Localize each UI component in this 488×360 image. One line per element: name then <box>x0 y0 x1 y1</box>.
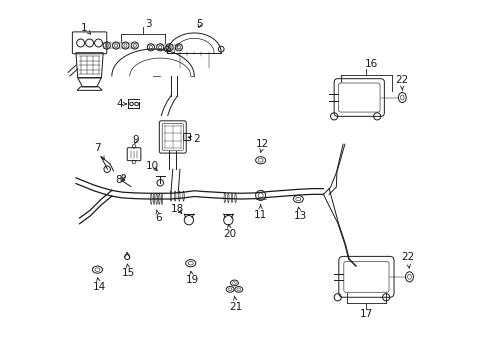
Text: 4: 4 <box>117 99 126 109</box>
Text: 15: 15 <box>122 264 135 278</box>
Text: 2: 2 <box>188 134 199 144</box>
Text: 3: 3 <box>144 19 151 29</box>
Text: 8: 8 <box>115 175 124 185</box>
Text: 19: 19 <box>185 271 199 285</box>
Text: 20: 20 <box>223 225 236 239</box>
Text: 17: 17 <box>359 309 372 319</box>
Text: 11: 11 <box>253 204 267 220</box>
Text: 13: 13 <box>293 207 306 221</box>
Text: 9: 9 <box>132 135 139 145</box>
Text: 7: 7 <box>94 143 104 159</box>
Text: 21: 21 <box>229 296 243 312</box>
Text: 16: 16 <box>365 59 378 69</box>
Text: 6: 6 <box>155 210 162 222</box>
Text: 10: 10 <box>145 161 159 171</box>
Text: 18: 18 <box>170 204 183 215</box>
Text: 14: 14 <box>92 278 106 292</box>
Text: 22: 22 <box>400 252 413 268</box>
Text: 22: 22 <box>395 75 408 90</box>
Text: 12: 12 <box>255 139 268 152</box>
Text: 5: 5 <box>196 19 203 29</box>
Text: 1: 1 <box>81 23 91 34</box>
